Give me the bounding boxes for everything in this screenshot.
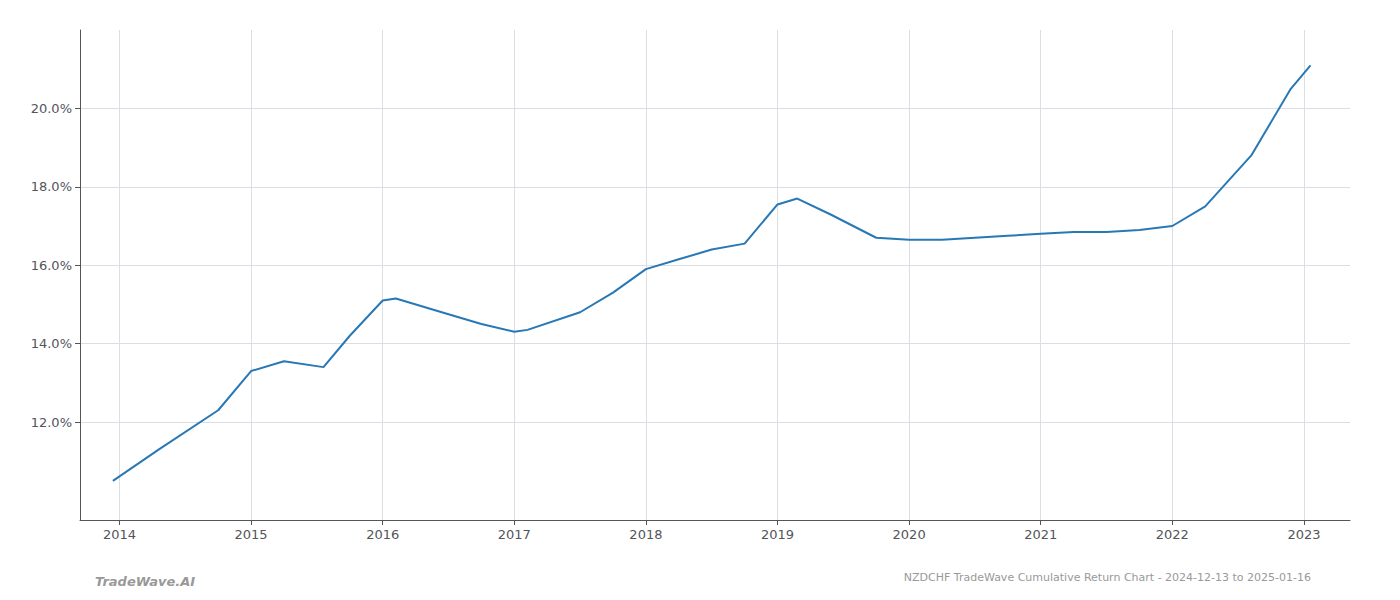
svg-text:12.0%: 12.0% (31, 415, 72, 430)
svg-text:2017: 2017 (498, 527, 531, 542)
svg-text:TradeWave.AI: TradeWave.AI (95, 574, 195, 589)
svg-text:20.0%: 20.0% (31, 101, 72, 116)
svg-text:NZDCHF TradeWave Cumulative Re: NZDCHF TradeWave Cumulative Return Chart… (904, 571, 1311, 584)
svg-text:2022: 2022 (1156, 527, 1189, 542)
svg-text:2019: 2019 (761, 527, 794, 542)
svg-text:2016: 2016 (366, 527, 399, 542)
svg-text:14.0%: 14.0% (31, 336, 72, 351)
svg-text:2021: 2021 (1024, 527, 1057, 542)
svg-text:18.0%: 18.0% (31, 179, 72, 194)
svg-text:2015: 2015 (235, 527, 268, 542)
svg-text:2023: 2023 (1287, 527, 1320, 542)
svg-text:2018: 2018 (629, 527, 662, 542)
svg-text:16.0%: 16.0% (31, 258, 72, 273)
svg-text:2020: 2020 (893, 527, 926, 542)
svg-text:2014: 2014 (103, 527, 136, 542)
